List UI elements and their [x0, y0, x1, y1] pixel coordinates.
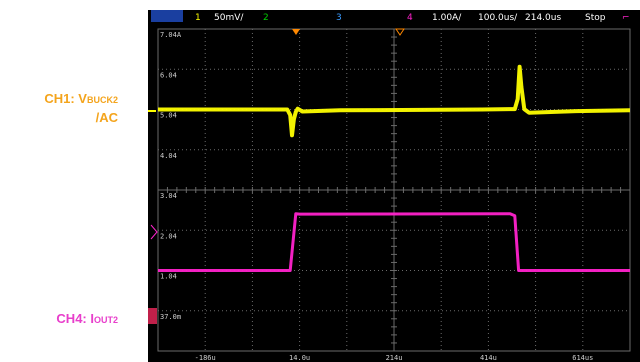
x-tick-label: 14.0u — [289, 354, 310, 362]
ch1-label-coupling: /AC — [95, 110, 118, 125]
y-tick-label: 6.04 — [160, 71, 177, 79]
trigger-position-marker — [292, 29, 300, 35]
ch4-scale: 1.00A/ — [432, 13, 462, 23]
time-scale: 100.0us/ — [478, 13, 518, 23]
waveform-ch1 — [158, 64, 631, 138]
x-tick-label: 414u — [480, 354, 497, 362]
ch1-indicator[interactable]: 1 — [195, 13, 201, 23]
waveform-display: 7.04A 6.04 5.04 4.04 3.04 2.04 1.04 37.0m -186u 1… — [148, 28, 631, 362]
acquisition-state[interactable]: Stop — [585, 13, 606, 23]
run-state-badge[interactable] — [151, 10, 183, 22]
oscilloscope-screen: 7.04A 6.04 5.04 4.04 3.04 2.04 1.04 37.0m -186u 1… — [148, 10, 640, 362]
ground-marker — [148, 308, 157, 324]
ch1-signal-label: CH1: VBUCK2 /AC — [0, 90, 118, 126]
y-tick-label: 7.04A — [160, 31, 182, 39]
y-tick-label: 4.04 — [160, 152, 177, 160]
time-reference-marker — [395, 28, 405, 36]
y-tick-label: 1.04 — [160, 273, 177, 281]
trigger-position: 214.0us — [525, 13, 562, 23]
ch4-label-main: CH4: I — [56, 311, 94, 326]
x-tick-label: 614us — [572, 354, 593, 362]
ch4-trigger-level-marker — [150, 224, 158, 240]
y-tick-label: 3.04 — [160, 192, 177, 200]
status-bar: 1 50mV/ 2 3 4 1.00A/ 100.0us/ 214.0us St… — [148, 10, 640, 26]
ch2-indicator[interactable]: 2 — [263, 13, 269, 23]
ch1-scale: 50mV/ — [214, 13, 244, 23]
x-tick-label: 214u — [386, 354, 403, 362]
y-tick-label: 2.04 — [160, 232, 177, 240]
trigger-slope-icon: ⌐ — [622, 13, 630, 23]
ch4-label-subscript: OUT2 — [93, 315, 118, 325]
y-tick-label: 5.04 — [160, 112, 177, 120]
y-tick-label: 37.0m — [160, 313, 181, 321]
ch4-signal-label: CH4: IOUT2 — [0, 311, 118, 326]
x-tick-label: -186u — [195, 354, 216, 362]
waveform-ch4 — [158, 212, 630, 272]
ch1-label-subscript: BUCK2 — [86, 95, 118, 105]
ch3-indicator[interactable]: 3 — [336, 13, 342, 23]
ch4-indicator[interactable]: 4 — [407, 13, 413, 23]
ch1-label-main: CH1: V — [44, 91, 87, 106]
